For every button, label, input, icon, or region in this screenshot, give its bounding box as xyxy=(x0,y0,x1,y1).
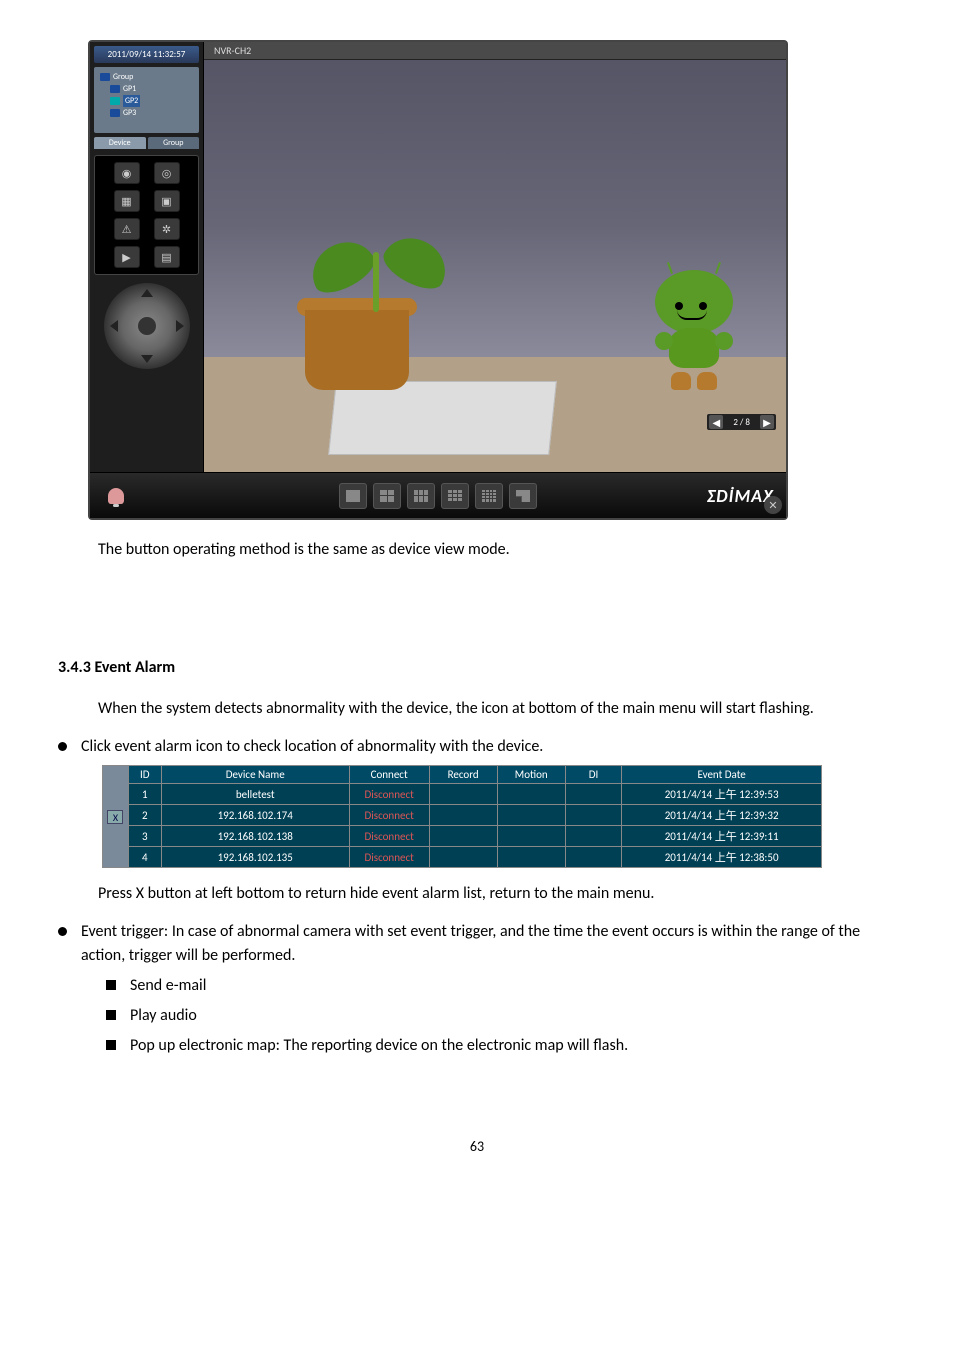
sub-send-email: Send e-mail xyxy=(130,974,206,998)
table-row[interactable]: 1 belletest Disconnect 2011/4/14 上午 12:3… xyxy=(103,784,822,805)
col-motion: Motion xyxy=(497,766,565,784)
caption-1: The button operating method is the same … xyxy=(98,538,866,562)
play-icon[interactable]: ▶ xyxy=(114,246,140,268)
col-event-date: Event Date xyxy=(622,766,822,784)
snapshot-icon[interactable]: ◉ xyxy=(114,162,140,184)
group-tree[interactable]: Group GP1 GP2 GP3 xyxy=(94,67,199,133)
camera-view: ◀ 2 / 8 ▶ xyxy=(204,60,786,472)
alarm-table: X ID Device Name Connect Record Motion D… xyxy=(102,765,822,868)
sub-popup-map: Pop up electronic map: The reporting dev… xyxy=(130,1034,628,1058)
control-panel: ◉ ◎ ▦ ▣ ⚠ ✲ ▶ ▤ xyxy=(94,155,199,275)
layout-pip-icon[interactable] xyxy=(509,483,537,509)
square-bullet-icon xyxy=(106,980,116,990)
ptz-control[interactable] xyxy=(104,283,190,369)
bullet-icon xyxy=(58,927,67,936)
sidebar: 2011/09/14 11:32:57 Group GP1 GP2 GP3 De… xyxy=(90,42,204,472)
section-intro: When the system detects abnormality with… xyxy=(98,697,866,721)
warning-icon[interactable]: ⚠ xyxy=(114,218,140,240)
bullet-event-trigger: Event trigger: In case of abnormal camer… xyxy=(81,920,866,968)
bullet-icon xyxy=(58,742,67,751)
square-bullet-icon xyxy=(106,1040,116,1050)
next-icon[interactable]: ▶ xyxy=(760,415,774,429)
bottom-bar: ΣDİMAX ✕ xyxy=(90,472,786,518)
tree-root: Group xyxy=(113,71,133,83)
col-di: DI xyxy=(565,766,621,784)
fullscreen-icon[interactable]: ▣ xyxy=(154,190,180,212)
close-icon[interactable]: ✕ xyxy=(764,496,782,514)
page-nav: ◀ 2 / 8 ▶ xyxy=(707,414,776,430)
list-icon[interactable]: ▤ xyxy=(154,246,180,268)
square-bullet-icon xyxy=(106,1010,116,1020)
tree-gp3: GP3 xyxy=(123,107,136,119)
grid-icon[interactable]: ▦ xyxy=(114,190,140,212)
col-connect: Connect xyxy=(349,766,429,784)
sprout xyxy=(309,204,449,324)
col-id: ID xyxy=(128,766,161,784)
layout-6-icon[interactable] xyxy=(407,483,435,509)
settings-icon[interactable]: ✲ xyxy=(154,218,180,240)
bullet-click-alarm: Click event alarm icon to check location… xyxy=(81,735,543,759)
page-number: 63 xyxy=(88,1138,866,1155)
tree-gp1: GP1 xyxy=(123,83,136,95)
record-icon[interactable]: ◎ xyxy=(154,162,180,184)
tree-gp2: GP2 xyxy=(123,95,140,107)
section-title: 3.4.3 Event Alarm xyxy=(58,658,866,677)
table-row[interactable]: 3 192.168.102.138 Disconnect 2011/4/14 上… xyxy=(103,826,822,847)
prev-icon[interactable]: ◀ xyxy=(709,415,723,429)
layout-13-icon[interactable] xyxy=(475,483,503,509)
alarm-bell-icon[interactable] xyxy=(102,482,130,510)
table-row[interactable]: 2 192.168.102.174 Disconnect 2011/4/14 上… xyxy=(103,805,822,826)
app-screenshot: 2011/09/14 11:32:57 Group GP1 GP2 GP3 De… xyxy=(88,40,788,520)
sub-play-audio: Play audio xyxy=(130,1004,197,1028)
col-record: Record xyxy=(429,766,497,784)
table-row[interactable]: 4 192.168.102.135 Disconnect 2011/4/14 上… xyxy=(103,847,822,868)
nav-counter-text: 2 / 8 xyxy=(727,417,756,428)
layout-4-icon[interactable] xyxy=(373,483,401,509)
layout-9-icon[interactable] xyxy=(441,483,469,509)
col-device-name: Device Name xyxy=(161,766,349,784)
android-toy xyxy=(649,270,739,390)
timestamp: 2011/09/14 11:32:57 xyxy=(94,46,199,63)
tab-device[interactable]: Device xyxy=(94,137,146,149)
caption-2: Press X button at left bottom to return … xyxy=(98,882,866,906)
video-channel-tab[interactable]: NVR-CH2 xyxy=(204,42,786,60)
layout-1-icon[interactable] xyxy=(339,483,367,509)
alarm-close-button[interactable]: X xyxy=(107,810,123,824)
tab-group[interactable]: Group xyxy=(148,137,200,149)
